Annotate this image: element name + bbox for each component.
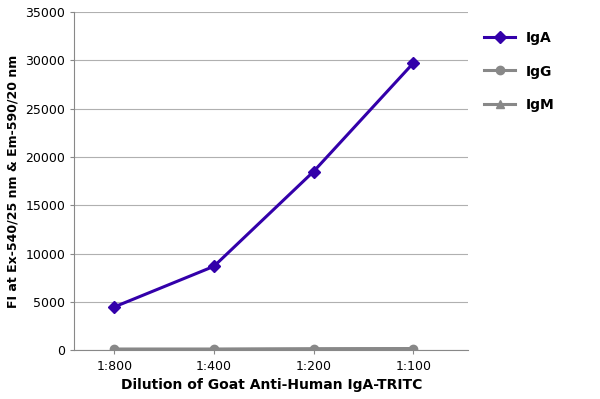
IgM bbox=[211, 347, 218, 352]
IgA bbox=[410, 61, 417, 65]
IgG bbox=[310, 346, 317, 351]
Y-axis label: FI at Ex-540/25 nm & Em-590/20 nm: FI at Ex-540/25 nm & Em-590/20 nm bbox=[7, 55, 20, 308]
IgA bbox=[310, 169, 317, 174]
IgG bbox=[211, 347, 218, 352]
Legend: IgA, IgG, IgM: IgA, IgG, IgM bbox=[479, 26, 560, 118]
IgG bbox=[110, 347, 118, 352]
IgM bbox=[410, 346, 417, 351]
Line: IgA: IgA bbox=[110, 59, 418, 311]
IgA bbox=[110, 304, 118, 309]
IgG bbox=[410, 346, 417, 351]
X-axis label: Dilution of Goat Anti-Human IgA-TRITC: Dilution of Goat Anti-Human IgA-TRITC bbox=[121, 378, 422, 392]
IgA bbox=[211, 264, 218, 269]
Line: IgM: IgM bbox=[110, 345, 418, 354]
IgM bbox=[310, 347, 317, 352]
Line: IgG: IgG bbox=[110, 344, 418, 353]
IgM bbox=[110, 347, 118, 352]
